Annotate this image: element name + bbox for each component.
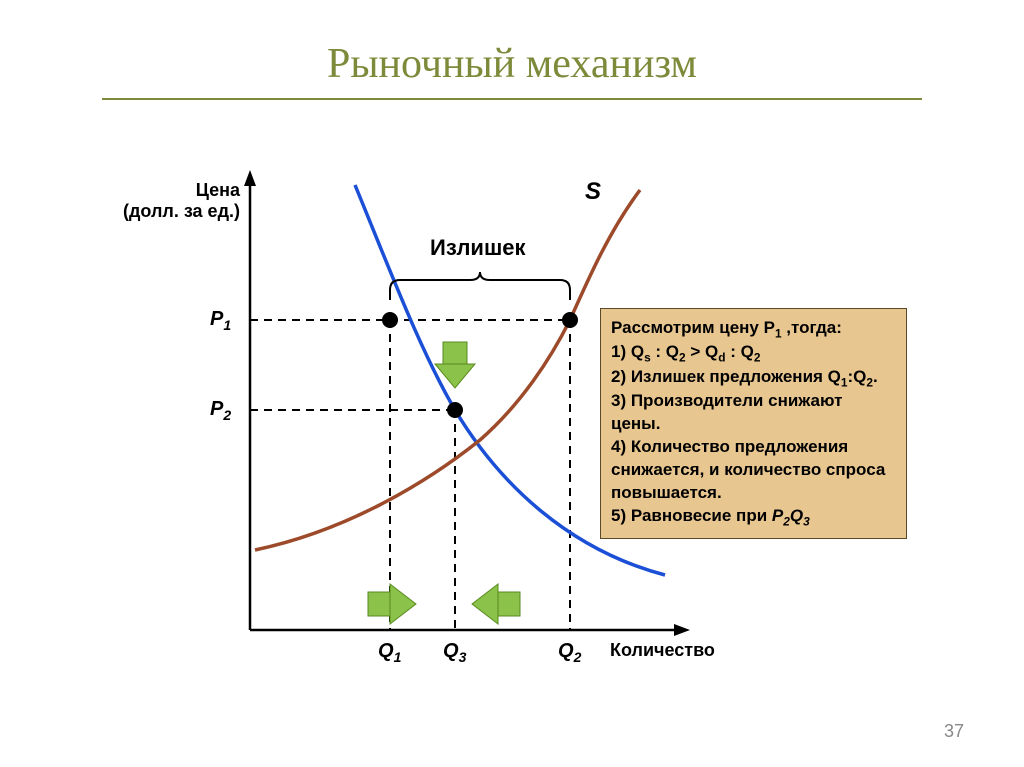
point-p1-supply bbox=[562, 312, 578, 328]
chart-area: Цена (долл. за ед.) S Излишек P1 P2 Q1 Q… bbox=[100, 150, 900, 710]
title-underline bbox=[102, 98, 922, 100]
info-line-5: 4) Количество предложения снижается, и к… bbox=[611, 436, 896, 505]
slide-number: 37 bbox=[944, 721, 964, 742]
info-box: Рассмотрим цену P1 ,тогда: 1) Qs : Q2 > … bbox=[600, 308, 907, 539]
info-line-3: 2) Излишек предложения Q1:Q2. bbox=[611, 366, 896, 390]
point-p1-demand bbox=[382, 312, 398, 328]
x-axis-arrow bbox=[674, 624, 690, 636]
info-line-2: 1) Qs : Q2 > Qd : Q2 bbox=[611, 341, 896, 365]
slide-title: Рыночный механизм bbox=[0, 0, 1024, 88]
equilibrium-point bbox=[447, 402, 463, 418]
left-arrow-icon bbox=[472, 584, 520, 624]
y-axis-arrow bbox=[244, 170, 256, 186]
info-line-4: 3) Производители снижают цены. bbox=[611, 390, 896, 436]
right-arrow-icon bbox=[368, 584, 416, 624]
info-line-6: 5) Равновесие при P2Q3 bbox=[611, 505, 896, 529]
surplus-brace bbox=[390, 272, 570, 300]
info-line-1: Рассмотрим цену P1 ,тогда: bbox=[611, 317, 896, 341]
